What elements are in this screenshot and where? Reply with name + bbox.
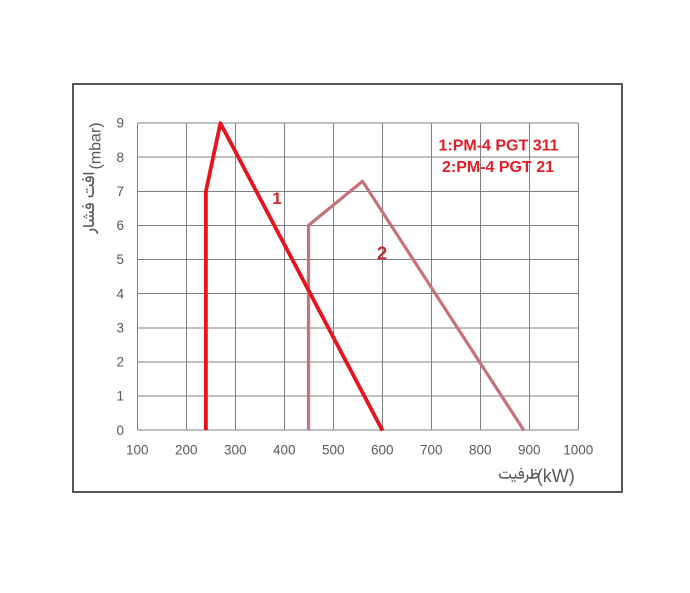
svg-text:1000: 1000 (563, 443, 593, 458)
svg-text:2: 2 (116, 355, 124, 370)
svg-text:500: 500 (322, 443, 345, 458)
svg-text:800: 800 (469, 443, 492, 458)
svg-text:1: 1 (116, 389, 124, 404)
svg-text:700: 700 (420, 443, 443, 458)
svg-text:300: 300 (224, 443, 247, 458)
svg-text:5: 5 (116, 252, 124, 267)
svg-text:1: 1 (272, 189, 281, 208)
svg-text:2:PM-4 PGT 21: 2:PM-4 PGT 21 (442, 159, 554, 176)
svg-text:6: 6 (116, 218, 124, 233)
svg-text:200: 200 (175, 443, 198, 458)
svg-text:2: 2 (377, 242, 387, 263)
svg-text:900: 900 (518, 443, 541, 458)
svg-text:400: 400 (273, 443, 296, 458)
svg-text:1:PM-4 PGT 311: 1:PM-4 PGT 311 (438, 138, 558, 155)
svg-text:600: 600 (371, 443, 394, 458)
svg-text:8: 8 (116, 150, 124, 165)
svg-text:(mbar): (mbar) (88, 122, 105, 169)
svg-text:4: 4 (116, 286, 124, 301)
svg-text:7: 7 (116, 184, 124, 199)
svg-text:9: 9 (116, 116, 124, 131)
svg-text:3: 3 (116, 320, 124, 335)
svg-text:0: 0 (116, 423, 124, 438)
svg-text:(kW): (kW) (537, 466, 575, 486)
svg-text:100: 100 (126, 443, 149, 458)
